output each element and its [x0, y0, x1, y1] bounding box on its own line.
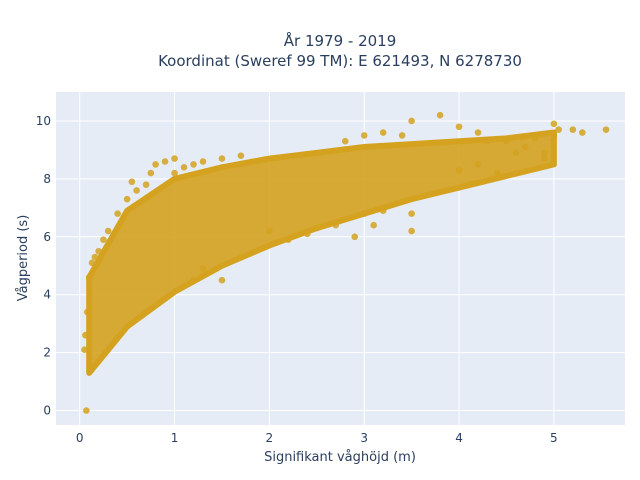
- scatter-point: [313, 224, 321, 232]
- scatter-point: [503, 137, 510, 145]
- scatter-point: [493, 169, 501, 177]
- scatter-point: [128, 178, 136, 186]
- scatter-point: [332, 221, 340, 229]
- chart-title-line2: Koordinat (Sweref 99 TM): E 621493, N 62…: [158, 52, 522, 70]
- chart-title-line1: År 1979 - 2019: [284, 31, 397, 50]
- scatter-point: [152, 161, 159, 168]
- scatter-points: [81, 111, 610, 414]
- scatter-point: [171, 155, 178, 162]
- scatter-point: [550, 120, 558, 128]
- scatter-point: [379, 207, 387, 215]
- scatter-point: [85, 274, 93, 281]
- scatter-point: [91, 253, 99, 261]
- scatter-point: [100, 236, 107, 243]
- scatter-point: [88, 259, 96, 267]
- scatter-point: [531, 135, 539, 142]
- y-axis-title: Vågperiod (s): [16, 215, 31, 302]
- y-tick-labels: 0 2 4 6 8 10: [36, 114, 51, 418]
- scatter-point: [114, 210, 121, 217]
- scatter-point: [142, 181, 150, 188]
- scatter-point: [370, 221, 377, 229]
- scatter-point: [199, 265, 207, 272]
- x-tick-label: 1: [171, 431, 179, 445]
- scatter-point: [484, 137, 491, 145]
- data-cloud: [86, 129, 557, 376]
- scatter-point: [285, 236, 292, 243]
- scatter-point: [379, 129, 387, 136]
- x-tick-label: 2: [266, 431, 274, 445]
- y-tick-label: 4: [43, 288, 51, 302]
- scatter-point: [408, 117, 415, 125]
- scatter-point: [237, 152, 245, 160]
- scatter-point: [95, 247, 102, 255]
- scatter-point: [555, 126, 562, 133]
- scatter-point: [541, 149, 548, 157]
- scatter-point: [161, 158, 169, 165]
- scatter-point: [408, 210, 415, 217]
- scatter-point: [81, 346, 88, 354]
- scatter-point: [199, 158, 207, 165]
- x-tick-labels: 0 1 2 3 4 5: [76, 431, 558, 445]
- scatter-point: [474, 129, 482, 136]
- scatter-point: [602, 126, 610, 133]
- scatter-point: [360, 210, 368, 217]
- x-tick-label: 3: [360, 431, 368, 445]
- x-tick-label: 5: [550, 431, 558, 445]
- scatter-point: [360, 132, 368, 139]
- scatter-point: [455, 166, 463, 174]
- scatter-point: [304, 230, 311, 238]
- y-tick-label: 10: [36, 114, 51, 128]
- scatter-point: [190, 161, 197, 168]
- scatter-point: [190, 276, 197, 284]
- y-tick-label: 6: [43, 230, 51, 244]
- scatter-point: [180, 163, 188, 171]
- scatter-point: [512, 149, 520, 157]
- scatter-point: [83, 308, 91, 316]
- scatter-point: [474, 161, 482, 168]
- scatter-point: [218, 276, 226, 284]
- x-axis-title: Signifikant våghöjd (m): [264, 450, 416, 465]
- y-tick-label: 8: [43, 172, 51, 186]
- scatter-point: [398, 132, 406, 139]
- scatter-point: [83, 407, 90, 414]
- scatter-point: [218, 155, 226, 162]
- scatter-point: [133, 187, 140, 194]
- scatter-point: [455, 123, 463, 131]
- x-tick-label: 0: [76, 431, 84, 445]
- x-tick-label: 4: [455, 431, 463, 445]
- scatter-point: [541, 155, 548, 162]
- point-density-band: [86, 129, 557, 376]
- y-tick-label: 2: [43, 346, 51, 360]
- y-tick-label: 0: [43, 404, 51, 418]
- scatter-point: [266, 227, 273, 235]
- scatter-point: [104, 227, 112, 235]
- scatter-point: [550, 132, 558, 139]
- scatter-point: [82, 331, 89, 339]
- scatter-point: [522, 143, 529, 151]
- scatter-point: [351, 233, 359, 241]
- scatter-point: [341, 137, 349, 145]
- scatter-point: [569, 126, 577, 133]
- scatter-point: [171, 169, 178, 177]
- scatter-point: [436, 111, 444, 119]
- scatter-point: [147, 169, 155, 177]
- scatter-point: [123, 195, 131, 203]
- scatter-point: [408, 227, 415, 235]
- scatter-point: [579, 129, 586, 136]
